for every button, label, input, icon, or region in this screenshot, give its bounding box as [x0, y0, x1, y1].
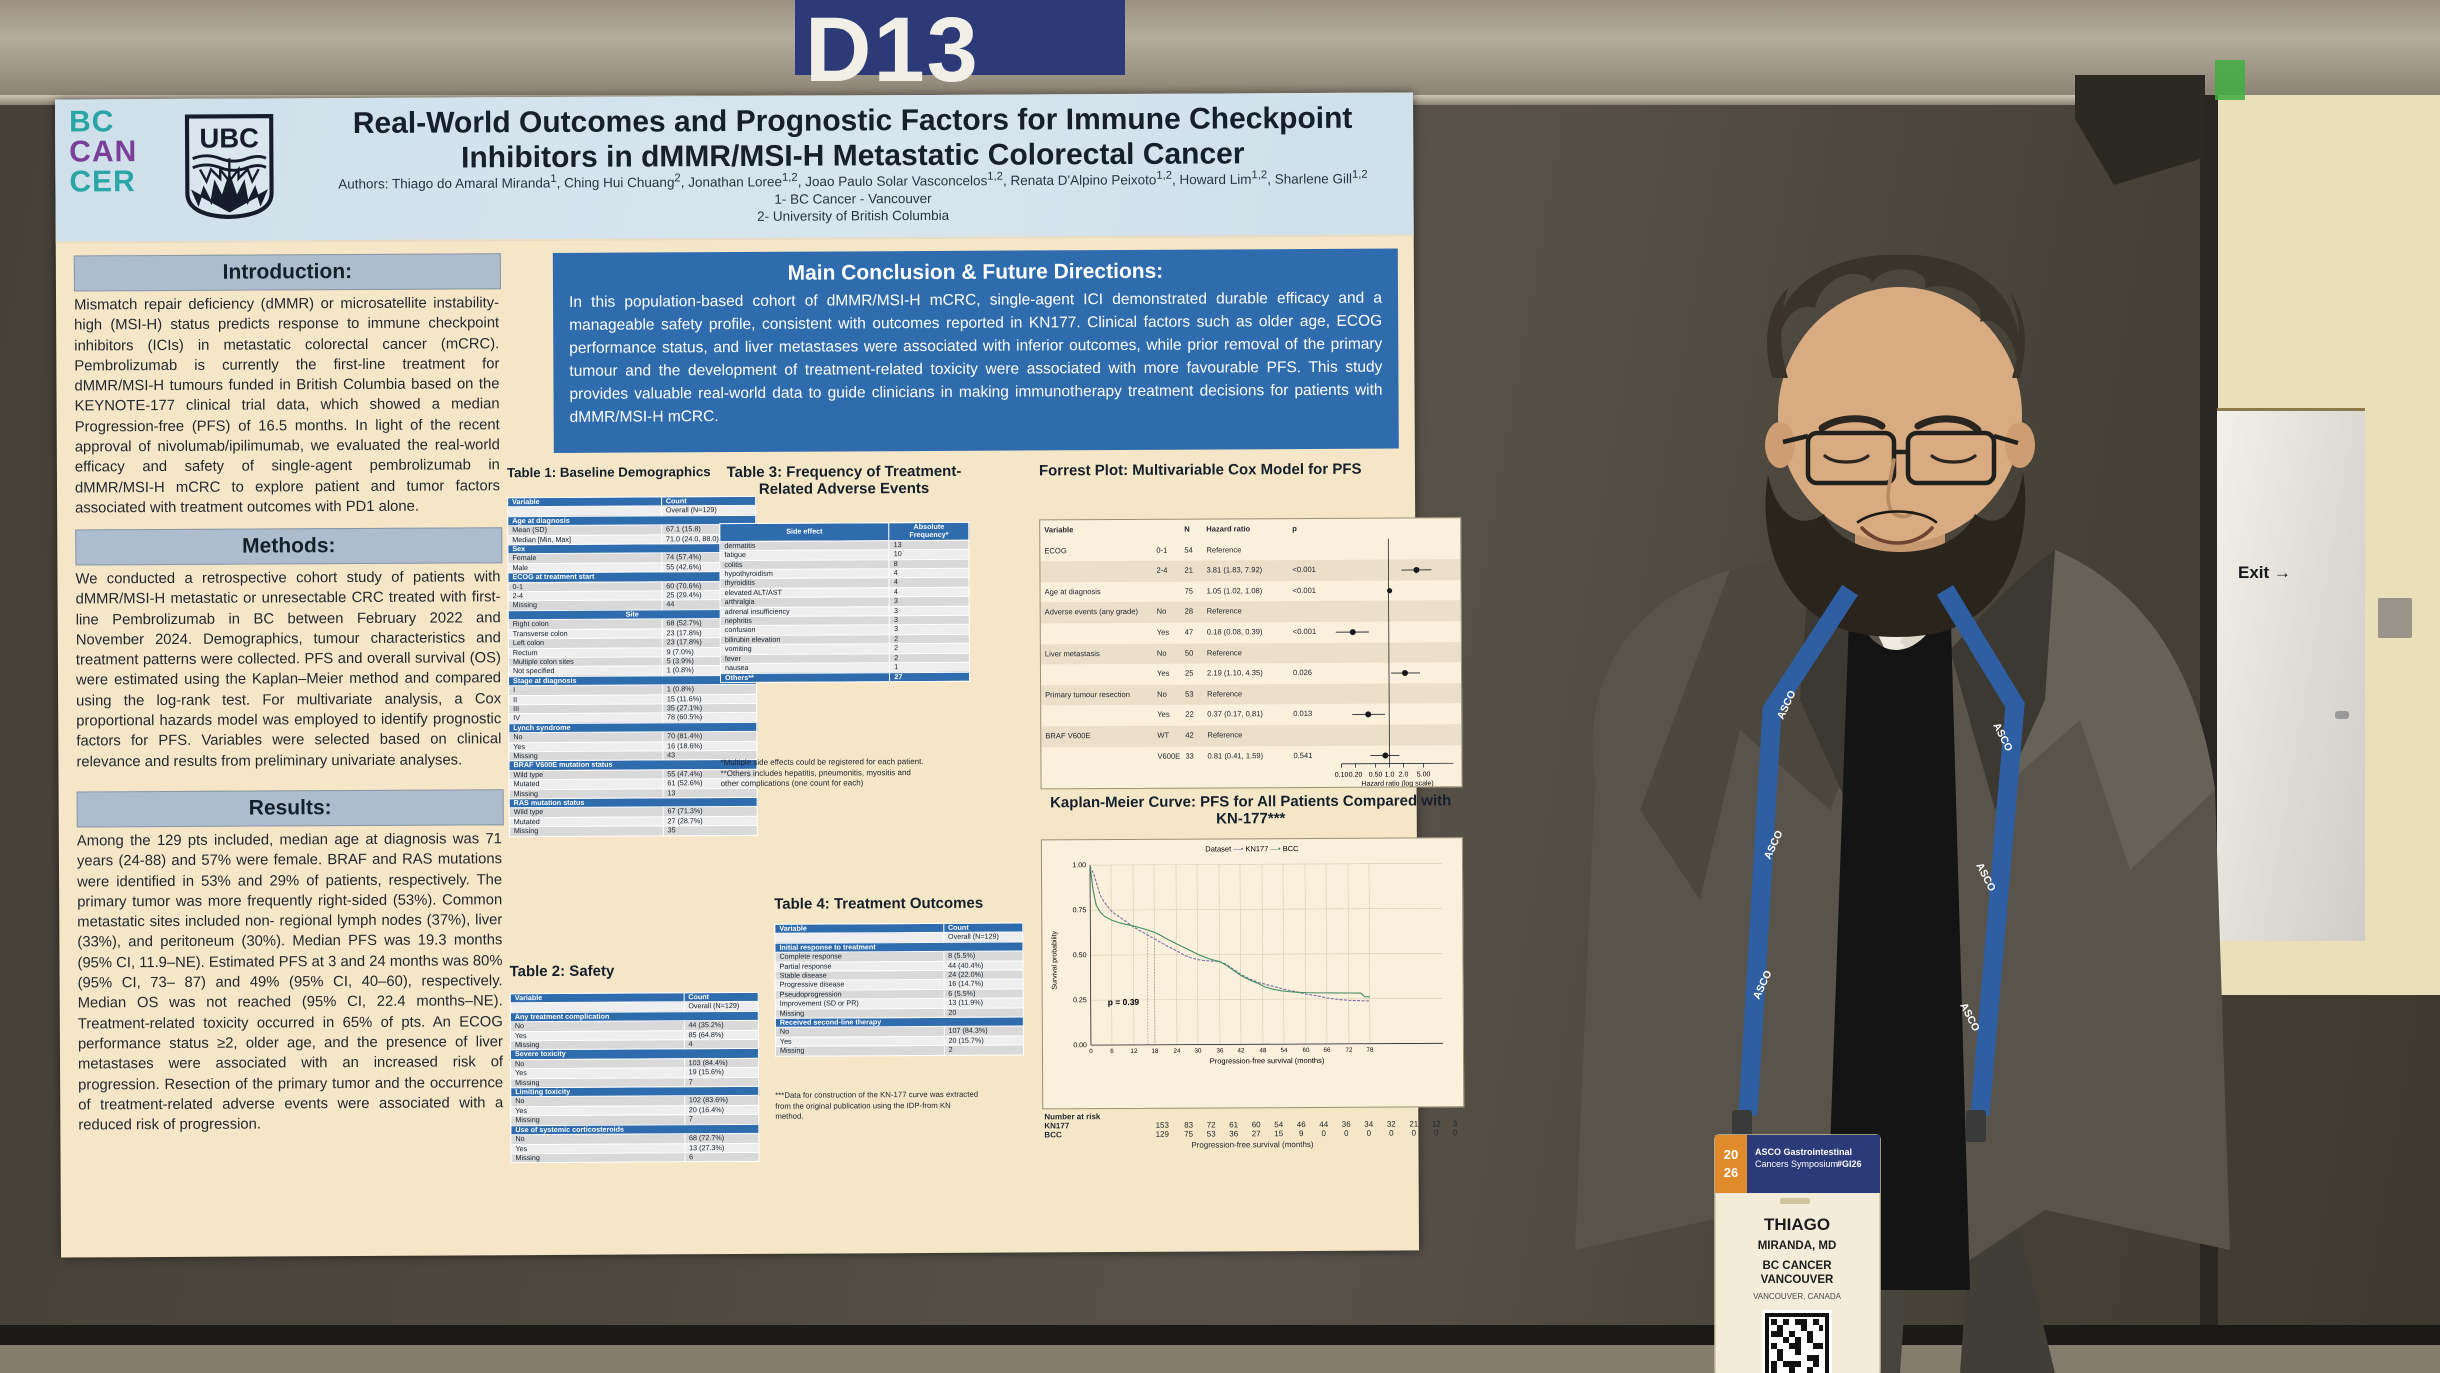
- svg-text:12: 12: [1131, 1048, 1138, 1055]
- svg-text:Cancers Symposium: Cancers Symposium: [1755, 1159, 1838, 1169]
- svg-text:#GI26: #GI26: [1837, 1159, 1862, 1169]
- svg-text:p = 0.39: p = 0.39: [1108, 997, 1140, 1007]
- svg-text:1.00: 1.00: [1072, 862, 1086, 869]
- svg-text:Progression-free survival (mon: Progression-free survival (months): [1210, 1056, 1325, 1066]
- svg-text:0.75: 0.75: [1073, 907, 1087, 914]
- svg-text:26: 26: [1724, 1165, 1738, 1180]
- svg-text:Hazard ratio (log scale): Hazard ratio (log scale): [1361, 780, 1433, 787]
- svg-text:BC CANCER: BC CANCER: [1763, 1260, 1833, 1272]
- svg-text:42: 42: [1238, 1047, 1245, 1054]
- svg-text:VANCOUVER: VANCOUVER: [1761, 1274, 1834, 1286]
- svg-text:Dataset —• KN177 —• BCC: Dataset —• KN177 —• BCC: [1205, 844, 1299, 853]
- svg-text:30: 30: [1195, 1048, 1202, 1055]
- svg-text:6: 6: [1110, 1048, 1114, 1055]
- svg-text:2.0: 2.0: [1399, 771, 1409, 778]
- svg-text:36: 36: [1217, 1047, 1224, 1054]
- svg-text:Survival probability: Survival probability: [1051, 930, 1058, 989]
- svg-text:54: 54: [1281, 1047, 1288, 1054]
- svg-text:0: 0: [1089, 1048, 1093, 1055]
- svg-text:18: 18: [1152, 1048, 1159, 1055]
- svg-text:0.50: 0.50: [1073, 952, 1087, 959]
- svg-text:60: 60: [1303, 1047, 1310, 1054]
- svg-text:UBC: UBC: [199, 122, 259, 153]
- svg-text:0.10: 0.10: [1335, 772, 1349, 779]
- svg-text:0.50: 0.50: [1369, 772, 1383, 779]
- svg-text:72: 72: [1346, 1047, 1353, 1054]
- svg-text:0.25: 0.25: [1073, 997, 1087, 1004]
- svg-text:0.00: 0.00: [1073, 1042, 1087, 1049]
- svg-text:48: 48: [1260, 1047, 1267, 1054]
- svg-text:MIRANDA, MD: MIRANDA, MD: [1758, 1240, 1837, 1252]
- svg-text:THIAGO: THIAGO: [1764, 1215, 1830, 1234]
- svg-text:5.00: 5.00: [1417, 771, 1431, 778]
- svg-text:ASCO Gastrointestinal: ASCO Gastrointestinal: [1755, 1147, 1852, 1157]
- svg-text:0.20: 0.20: [1349, 772, 1363, 779]
- svg-text:78: 78: [1367, 1047, 1374, 1054]
- svg-text:66: 66: [1324, 1047, 1331, 1054]
- svg-text:1.0: 1.0: [1385, 772, 1395, 779]
- svg-text:24: 24: [1174, 1048, 1181, 1055]
- svg-text:VANCOUVER, CANADA: VANCOUVER, CANADA: [1753, 1292, 1842, 1301]
- svg-text:20: 20: [1724, 1147, 1738, 1162]
